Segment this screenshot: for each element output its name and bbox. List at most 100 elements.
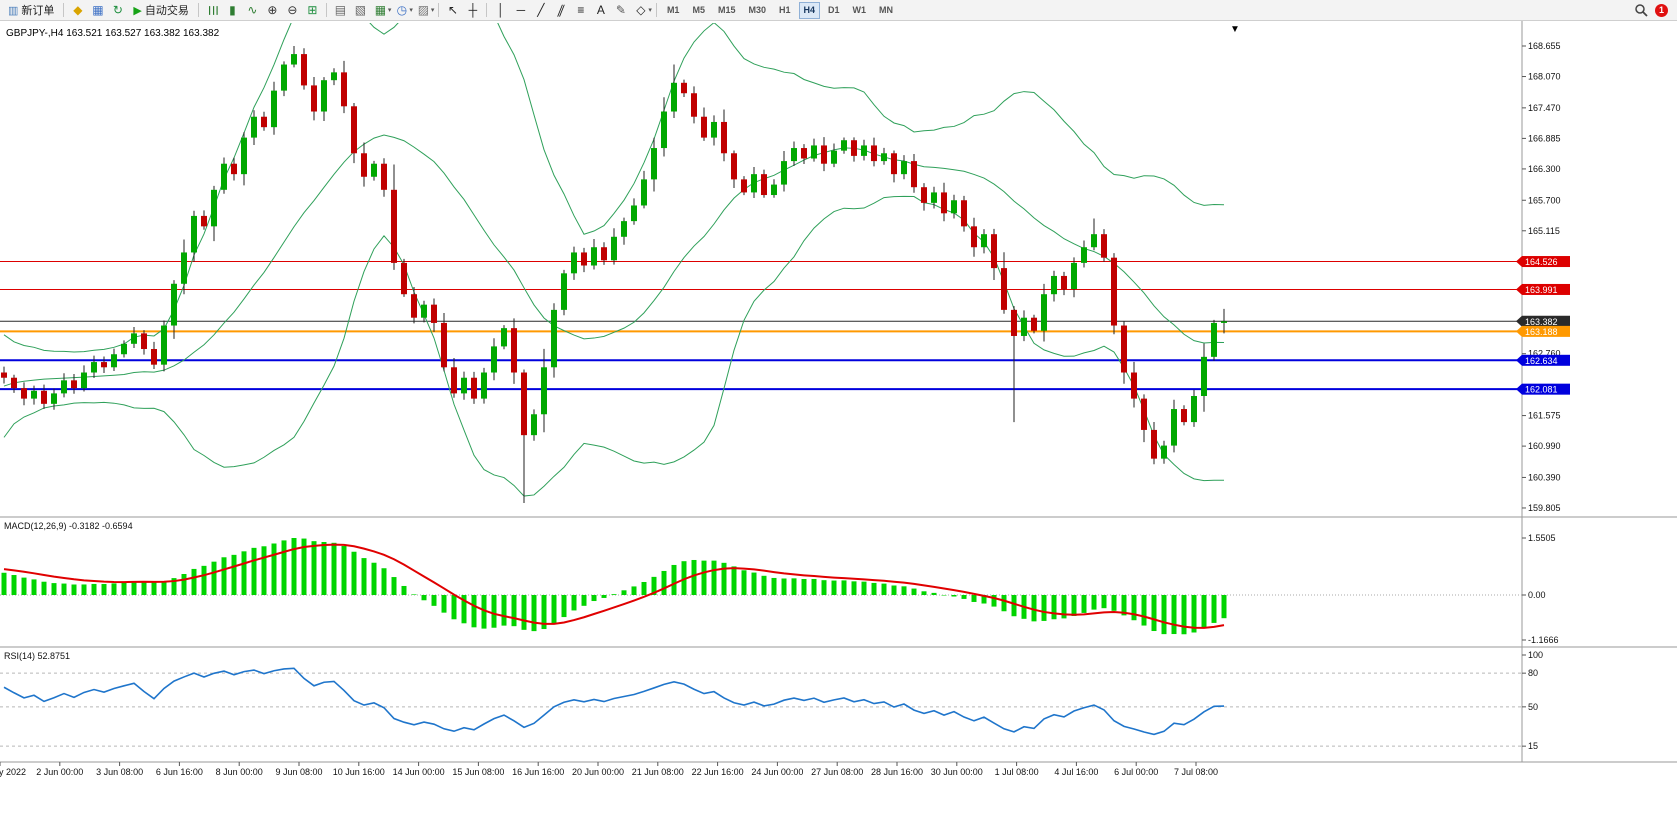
- timeframe-button-m15[interactable]: M15: [717, 4, 736, 15]
- fibonacci-icon[interactable]: ≡: [571, 2, 590, 19]
- macd-histogram-bar: [641, 581, 647, 595]
- text-icon: A: [596, 2, 605, 17]
- candle-body: [1131, 372, 1137, 399]
- refresh-icon[interactable]: ↻: [108, 2, 127, 19]
- time-tick-label: 3 Jun 08:00: [96, 767, 143, 777]
- price-tag: 162.081: [1516, 383, 1570, 395]
- time-tick-label: 1 Jul 08:00: [995, 767, 1039, 777]
- timeframe-button-h1[interactable]: H1: [779, 4, 791, 15]
- macd-histogram-bar: [191, 568, 197, 595]
- candle-body: [241, 137, 247, 175]
- candle-body: [981, 234, 987, 248]
- macd-histogram-bar: [401, 585, 407, 595]
- macd-histogram-bar: [661, 570, 667, 595]
- timeframe-button-m1[interactable]: M1: [666, 4, 680, 15]
- macd-histogram-bar: [291, 538, 297, 595]
- auto-trading-button[interactable]: ▶ 自动交易: [128, 2, 193, 19]
- candle-body: [51, 393, 57, 404]
- candle-body: [501, 328, 507, 347]
- candle-body: [1151, 429, 1157, 459]
- candle-body: [1091, 234, 1097, 248]
- candle-body: [271, 90, 277, 128]
- macd-histogram-bar: [1221, 595, 1227, 619]
- macd-histogram-bar: [11, 575, 17, 595]
- price-tick-label: 166.300: [1528, 164, 1561, 174]
- price-tick-label: 160.990: [1528, 441, 1561, 451]
- candle-body: [561, 273, 567, 310]
- rsi-tick-label: 80: [1528, 668, 1538, 678]
- label-icon[interactable]: ✎: [611, 2, 630, 19]
- macd-histogram-bar: [21, 577, 27, 595]
- candle-body: [301, 54, 307, 86]
- cascade-windows-icon[interactable]: ▧: [351, 2, 370, 19]
- shapes-icon[interactable]: ◇: [631, 2, 650, 19]
- price-tag-label: 163.188: [1525, 327, 1558, 337]
- market-watch-icon[interactable]: ▦: [88, 2, 107, 19]
- macd-histogram-bar: [361, 558, 367, 595]
- candle-body: [941, 192, 947, 214]
- channel-icon[interactable]: ∥: [551, 2, 570, 19]
- rsi-tick-label: 100: [1528, 650, 1543, 660]
- macd-histogram-bar: [521, 595, 527, 630]
- notification-badge[interactable]: 1: [1655, 3, 1668, 17]
- macd-histogram-bar: [141, 581, 147, 595]
- candle-body: [1141, 398, 1147, 430]
- text-icon[interactable]: A: [591, 2, 610, 19]
- market-watch-icon: ▦: [92, 2, 104, 17]
- candle-body: [621, 221, 627, 237]
- candlestick-chart-icon[interactable]: ▮: [223, 2, 242, 19]
- candle-body: [541, 367, 547, 415]
- macd-histogram-bar: [91, 583, 97, 595]
- macd-histogram-bar: [201, 565, 207, 595]
- price-tag: 162.634: [1516, 354, 1570, 366]
- time-tick-label: 14 Jun 00:00: [393, 767, 445, 777]
- new-order-button[interactable]: ▥ 新订单: [3, 2, 59, 19]
- tile-windows-icon[interactable]: ▤: [331, 2, 350, 19]
- macd-histogram-bar: [791, 578, 797, 595]
- search-icon[interactable]: [1631, 2, 1650, 19]
- macd-signal-line: [3, 543, 1225, 629]
- grid-icon[interactable]: ⊞: [303, 2, 322, 19]
- template-icon[interactable]: ▨: [414, 2, 433, 19]
- timeframe-button-h4[interactable]: H4: [798, 1, 821, 19]
- timeframe-button-m5[interactable]: M5: [692, 4, 705, 15]
- new-chart-dropdown-caret[interactable]: ▾: [387, 7, 392, 14]
- chart-canvas[interactable]: 168.655 168.070 167.470 166.885 166.300 165.7…: [0, 21, 1677, 833]
- macd-histogram-bar: [1201, 595, 1207, 629]
- candle-body: [171, 283, 177, 326]
- indicators-icon[interactable]: ◆: [68, 2, 87, 19]
- crosshair-icon[interactable]: ┼: [463, 2, 482, 19]
- period-dropdown-caret[interactable]: ▾: [409, 7, 413, 14]
- chart-window[interactable]: 168.655 168.070 167.470 166.885 166.300 165.7…: [0, 21, 1677, 833]
- macd-histogram-bar: [1061, 595, 1067, 619]
- line-chart-icon[interactable]: ∿: [243, 2, 262, 19]
- macd-tick-label: 0.00: [1528, 590, 1546, 600]
- trendline-icon[interactable]: ╱: [531, 2, 550, 19]
- shapes-dropdown-caret[interactable]: ▾: [648, 7, 652, 14]
- price-tick-label: 166.885: [1528, 133, 1561, 143]
- horizontal-line-icon[interactable]: ─: [511, 2, 530, 19]
- period-icon[interactable]: ◷: [392, 2, 411, 19]
- price-axis[interactable]: 168.655 168.070 167.470 166.885 166.300 165.7…: [1522, 41, 1561, 751]
- macd-histogram-bar: [171, 578, 177, 595]
- timeframe-button-m30[interactable]: M30: [748, 4, 766, 15]
- template-dropdown-caret[interactable]: ▾: [430, 7, 435, 14]
- time-tick-label: 7 Jul 08:00: [1174, 767, 1218, 777]
- timeframe-button-mn[interactable]: MN: [879, 4, 894, 15]
- new-chart-icon[interactable]: ▦: [371, 2, 390, 19]
- candle-body: [321, 80, 327, 112]
- timeframe-button-w1[interactable]: W1: [852, 4, 867, 15]
- time-axis[interactable]: 31 May 2022 2 Jun 00:00 3 Jun 08:00 6 Jun 1…: [0, 762, 1218, 777]
- zoom-in-icon[interactable]: ⊕: [263, 2, 282, 19]
- macd-histogram-bar: [561, 595, 567, 618]
- vertical-line-icon[interactable]: │: [491, 2, 510, 19]
- bar-chart-icon[interactable]: ☰: [203, 2, 222, 19]
- chart-shift-marker[interactable]: ▼: [1230, 24, 1240, 35]
- macd-histogram-bar: [631, 586, 637, 595]
- timeframe-button-d1[interactable]: D1: [828, 4, 840, 15]
- price-tag: 164.526: [1516, 256, 1570, 268]
- zoom-out-icon[interactable]: ⊖: [283, 2, 302, 19]
- cursor-icon[interactable]: ↖: [443, 2, 462, 19]
- macd-histogram-bar: [121, 582, 127, 595]
- macd-histogram-bar: [991, 595, 997, 607]
